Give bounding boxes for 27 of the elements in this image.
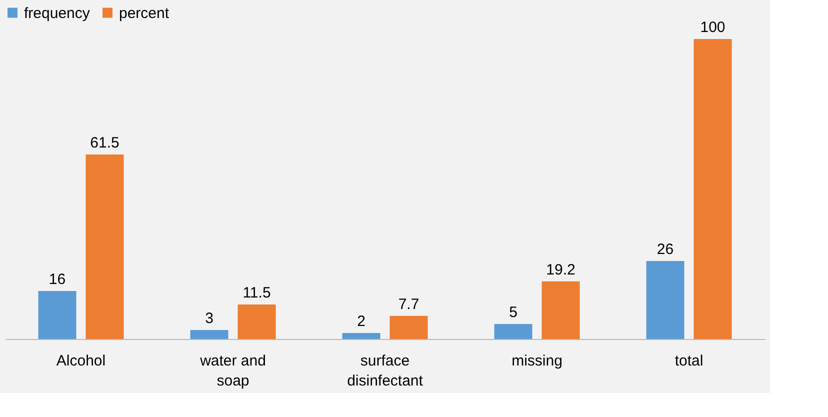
data-label: 19.2 xyxy=(546,261,576,278)
data-label: 3 xyxy=(205,310,214,327)
data-label: 7.7 xyxy=(398,296,420,313)
data-label: 16 xyxy=(48,271,66,288)
x-tick-label: Alcohol xyxy=(56,352,106,370)
legend-label: percent xyxy=(119,4,170,22)
bar xyxy=(342,333,380,339)
data-label: 61.5 xyxy=(90,134,120,152)
bar xyxy=(494,324,532,339)
data-label: 2 xyxy=(357,313,366,330)
bar xyxy=(542,281,580,339)
bar xyxy=(190,330,228,339)
bar xyxy=(38,291,76,339)
x-tick-label: surface disinfectant xyxy=(347,352,424,390)
bar xyxy=(694,39,732,339)
x-tick-label: water and soap xyxy=(199,352,266,390)
x-tick-label: missing xyxy=(512,352,562,370)
bar xyxy=(86,154,124,339)
data-label: 100 xyxy=(700,19,726,36)
bar xyxy=(238,304,276,339)
data-label: 11.5 xyxy=(242,284,271,302)
bar xyxy=(646,261,684,339)
data-label: 5 xyxy=(509,304,518,321)
data-label: 26 xyxy=(656,241,674,258)
legend-label: frequency xyxy=(24,4,90,22)
x-tick-label: total xyxy=(674,352,704,370)
bar xyxy=(390,316,428,339)
